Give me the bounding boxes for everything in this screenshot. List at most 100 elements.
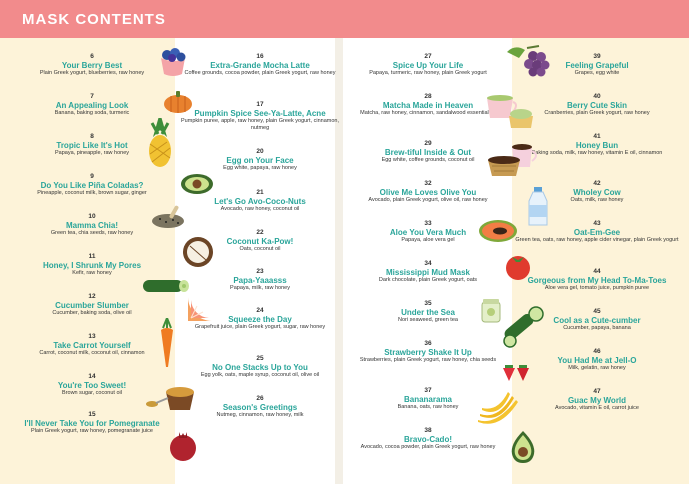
entry-ingredients: Green tea, oats, raw honey, apple cider … — [515, 237, 679, 244]
mask-entry: 47 Guac My World Avocado, vitamin E oil,… — [512, 388, 682, 412]
mask-entry: 9 Do You Like Piña Coladas? Pineapple, c… — [7, 173, 177, 197]
entry-ingredients: Banana, oats, raw honey — [397, 404, 459, 411]
entry-number: 38 — [424, 427, 432, 434]
mask-entry: 32 Olive Me Loves Olive You Avocado, pla… — [343, 180, 513, 204]
entry-number: 8 — [90, 133, 94, 140]
entry-name: Do You Like Piña Coladas? — [40, 180, 144, 190]
mask-entry: 14 You're Too Sweet! Brown sugar, coconu… — [7, 373, 177, 397]
mask-entry: 40 Berry Cute Skin Cranberries, plain Gr… — [512, 93, 682, 117]
entry-name: Extra-Grande Mocha Latte — [210, 60, 310, 70]
entry-number: 29 — [424, 140, 432, 147]
entry-name: Squeeze the Day — [228, 314, 292, 324]
entry-number: 20 — [256, 148, 264, 155]
entry-ingredients: Coffee grounds, cocoa powder, plain Gree… — [184, 70, 336, 77]
mask-entry: 38 Bravo-Cado! Avocado, cocoa powder, pl… — [343, 427, 513, 451]
entry-name: Gorgeous from My Head To-Ma-Toes — [527, 275, 667, 285]
entry-number: 14 — [88, 373, 96, 380]
mask-entry: 8 Tropic Like It's Hot Papaya, pineapple… — [7, 133, 177, 157]
left-cream-band — [0, 38, 175, 484]
entry-name: Honey, I Shrunk My Pores — [42, 260, 142, 270]
entry-ingredients: Papaya, pineapple, raw honey — [55, 150, 129, 157]
entry-name: No One Stacks Up to You — [212, 362, 308, 372]
matcha-cup-icon — [487, 95, 533, 128]
entry-number: 24 — [256, 307, 264, 314]
mask-entry: 23 Papa-Yaaasss Papaya, milk, raw honey — [175, 268, 345, 292]
entry-number: 7 — [90, 93, 94, 100]
coconut-icon — [183, 237, 213, 267]
entry-name: Take Carrot Yourself — [53, 340, 131, 350]
entry-ingredients: Nori seaweed, green tea — [398, 317, 458, 324]
entry-name: Season's Greetings — [222, 402, 298, 412]
entry-ingredients: Plain Greek yogurt, blueberries, raw hon… — [39, 70, 145, 77]
entry-name: Your Berry Best — [61, 60, 123, 70]
entry-number: 46 — [593, 348, 601, 355]
entry-name: Bananarama — [403, 394, 453, 404]
entry-number: 17 — [256, 101, 264, 108]
entry-ingredients: Plain Greek yogurt, raw honey, pomegrana… — [31, 428, 153, 435]
milk-bottle-icon — [528, 187, 548, 226]
entry-name: You're Too Sweet! — [57, 380, 127, 390]
entry-number: 22 — [256, 229, 264, 236]
entry-name: Mississippi Mud Mask — [385, 267, 471, 277]
entry-ingredients: Nutmeg, cinnamon, raw honey, milk — [216, 412, 304, 419]
entry-number: 12 — [88, 293, 96, 300]
entry-name: An Appealing Look — [55, 100, 129, 110]
entry-ingredients: Grapefruit juice, plain Greek yogurt, su… — [194, 324, 326, 331]
mask-entry: 10 Mamma Chia! Green tea, chia seeds, ra… — [7, 213, 177, 237]
entry-number: 10 — [88, 213, 96, 220]
tomato-icon — [506, 256, 530, 280]
mask-entry: 42 Wholey Cow Oats, milk, raw honey — [512, 180, 682, 204]
entry-number: 36 — [424, 340, 432, 347]
entry-name: Cucumber Slumber — [55, 300, 129, 310]
brown-sugar-icon — [146, 387, 194, 410]
entry-number: 35 — [424, 300, 432, 307]
mask-entry: 24 Squeeze the Day Grapefruit juice, pla… — [175, 307, 345, 331]
mask-entry: 22 Coconut Ka-Pow! Oats, coconut oil — [175, 229, 345, 253]
entry-name: Tropic Like It's Hot — [56, 140, 128, 150]
entry-name: Egg on Your Face — [226, 155, 294, 165]
entry-ingredients: Brown sugar, coconut oil — [62, 390, 122, 397]
pineapple-icon — [149, 118, 171, 167]
pomegranate-icon — [170, 432, 196, 461]
mask-entry: 34 Mississippi Mud Mask Dark chocolate, … — [343, 260, 513, 284]
entry-name: Under the Sea — [401, 307, 455, 317]
entry-ingredients: Aloe vera gel, tomato juice, pumpkin pur… — [544, 285, 650, 292]
entry-ingredients: Cucumber, baking soda, olive oil — [52, 310, 132, 317]
entry-name: Feeling Grapeful — [565, 60, 629, 70]
entry-number: 34 — [424, 260, 432, 267]
entry-number: 33 — [424, 220, 432, 227]
mask-entry: 25 No One Stacks Up to You Egg yolk, oat… — [175, 355, 345, 379]
entry-name: Olive Me Loves Olive You — [379, 187, 477, 197]
entry-ingredients: Papaya, aloe vera gel — [401, 237, 455, 244]
entry-ingredients: Carrot, coconut milk, coconut oil, cinna… — [39, 350, 145, 357]
entry-name: Cool as a Cute-cumber — [553, 315, 641, 325]
carrot-icon — [161, 318, 173, 367]
entry-name: Spice Up Your Life — [392, 60, 464, 70]
entry-ingredients: Avocado, plain Greek yogurt, olive oil, … — [368, 197, 488, 204]
mask-entry: 20 Egg on Your Face Egg white, papaya, r… — [175, 148, 345, 172]
entry-number: 9 — [90, 173, 94, 180]
entry-number: 21 — [256, 189, 264, 196]
mask-entry: 44 Gorgeous from My Head To-Ma-Toes Aloe… — [512, 268, 682, 292]
entry-ingredients: Dark chocolate, plain Greek yogurt, oats — [378, 277, 478, 284]
entry-name: Papa-Yaaasss — [233, 275, 287, 285]
entry-ingredients: Egg white, papaya, raw honey — [223, 165, 297, 172]
entry-number: 16 — [256, 53, 264, 60]
mask-entry: 17 Pumpkin Spice See-Ya-Latte, Acne Pump… — [175, 101, 345, 131]
entry-name: Honey Bun — [575, 140, 619, 150]
blueberries-icon — [161, 48, 186, 76]
entry-name: Matcha Made in Heaven — [382, 100, 474, 110]
entry-number: 27 — [424, 53, 432, 60]
mask-entry: 15 I'll Never Take You for Pomegranate P… — [7, 411, 177, 435]
papaya-icon — [479, 220, 517, 242]
entry-name: Oat-Em-Gee — [573, 227, 621, 237]
entry-ingredients: Oats, milk, raw honey — [570, 197, 624, 204]
entry-ingredients: Baking soda, milk, raw honey, vitamin E … — [531, 150, 663, 157]
aloe-jar-icon — [481, 299, 501, 323]
cucumber-icon — [143, 280, 189, 292]
entry-ingredients: Matcha, raw honey, cinnamon, sandalwood … — [360, 110, 496, 117]
entry-number: 28 — [424, 93, 432, 100]
entry-ingredients: Egg white, coffee grounds, coconut oil — [381, 157, 475, 164]
entry-number: 43 — [593, 220, 601, 227]
header-bar — [0, 0, 689, 38]
